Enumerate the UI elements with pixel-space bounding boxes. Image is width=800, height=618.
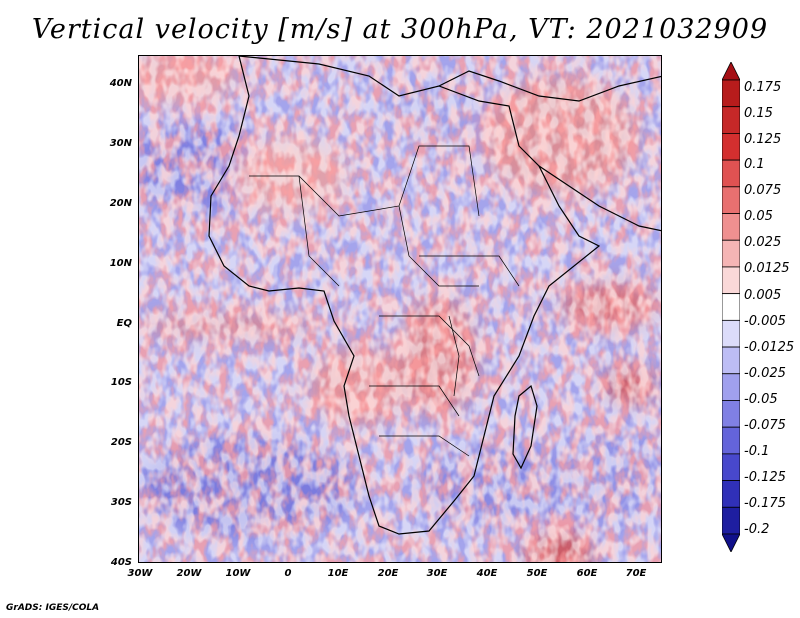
arabia-coast <box>538 165 661 232</box>
borders <box>249 145 520 457</box>
colorbar-cell <box>722 266 740 295</box>
credit-text: GrADS: IGES/COLA <box>6 603 100 613</box>
lat-label: 20S <box>110 437 132 448</box>
noise-white <box>139 56 661 562</box>
colorbar-cell <box>722 533 740 552</box>
lat-label: 10S <box>110 377 132 388</box>
lon-label: 30W <box>127 568 153 579</box>
lat-label: 30S <box>110 497 132 508</box>
colorbar-cell <box>722 426 740 455</box>
lat-label: 40S <box>110 557 132 568</box>
coastlines <box>208 56 661 535</box>
lon-label: 60E <box>576 568 598 579</box>
colorbar-label: -0.2 <box>744 522 770 537</box>
lat-label: 40N <box>109 78 132 89</box>
lon-label: 20W <box>176 568 202 579</box>
colorbar-label: -0.05 <box>744 392 778 407</box>
colorbar-label: 0.125 <box>744 132 782 147</box>
lon-label: 70E <box>625 568 647 579</box>
map-title: Vertical velocity [m/s] at 300hPa, VT: 2… <box>31 14 769 45</box>
colorbar-label: -0.0125 <box>744 340 795 355</box>
colorbar-label: 0.175 <box>744 80 782 95</box>
colorbar-cell <box>722 453 740 481</box>
lon-label: 10E <box>327 568 349 579</box>
colorbar-label: -0.005 <box>744 314 786 329</box>
colorbar-label: 0.0125 <box>744 261 790 276</box>
lat-label: 30N <box>109 138 132 149</box>
colorbar-label: 0.025 <box>744 235 782 250</box>
lon-label: 30E <box>426 568 448 579</box>
lat-label: EQ <box>116 318 132 329</box>
colorbar-label: -0.025 <box>744 366 786 381</box>
colorbar-cell <box>722 159 740 188</box>
colorbar-label: 0.15 <box>744 106 773 121</box>
lon-label: 40E <box>476 568 498 579</box>
colorbar-label: -0.175 <box>744 496 786 511</box>
colorbar-cell <box>722 346 740 375</box>
colorbar-cell <box>722 319 740 348</box>
colorbar-cell <box>722 79 740 108</box>
colorbar-cell <box>722 186 740 214</box>
colorbar-cell <box>722 293 740 321</box>
colorbar-cell <box>722 480 740 508</box>
colorbar-label: 0.075 <box>744 183 782 198</box>
colorbar <box>722 62 740 552</box>
colorbar-label: 0.005 <box>744 288 782 303</box>
lon-label: 0 <box>284 568 292 579</box>
colorbar-cell <box>722 133 740 161</box>
colorbar-cell <box>722 373 740 401</box>
colorbar-label: 0.05 <box>744 209 773 224</box>
colorbar-label: -0.075 <box>744 418 786 433</box>
colorbar-cell <box>722 62 740 81</box>
lon-label: 50E <box>526 568 548 579</box>
lat-label: 20N <box>109 198 132 209</box>
colorbar-cell <box>722 106 740 134</box>
north-coast <box>438 70 661 102</box>
colorbar-label: 0.1 <box>744 157 765 172</box>
colorbar-cell <box>722 213 740 241</box>
lon-label: 20E <box>377 568 399 579</box>
map-panel <box>138 55 662 563</box>
colorbar-cell <box>722 506 740 535</box>
colorbar-label: -0.125 <box>744 470 786 485</box>
madagascar-outline <box>512 384 538 470</box>
lat-label: 10N <box>109 258 132 269</box>
velocity-field <box>139 56 661 562</box>
colorbar-cell <box>722 400 740 428</box>
africa-outline <box>208 56 601 535</box>
colorbar-cell <box>722 239 740 268</box>
colorbar-label: -0.1 <box>744 444 770 459</box>
lon-label: 10W <box>225 568 251 579</box>
